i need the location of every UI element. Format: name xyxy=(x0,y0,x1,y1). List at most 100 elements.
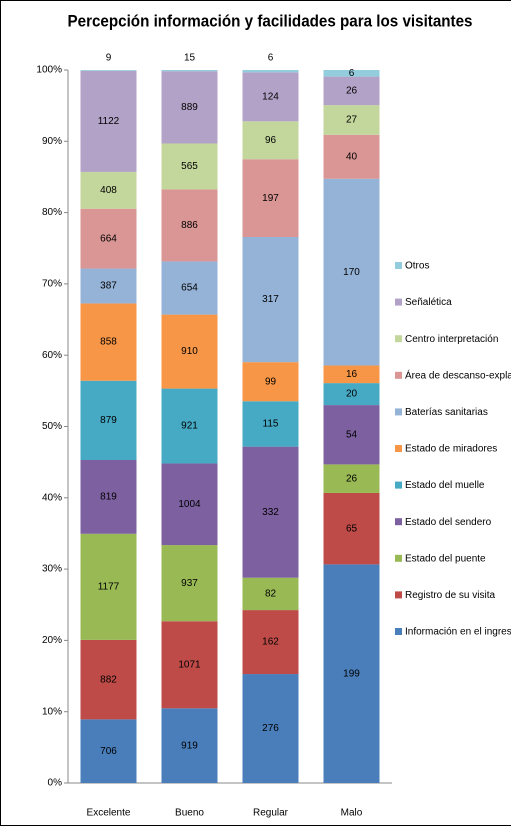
bar-segment xyxy=(323,564,380,783)
data-label: 408 xyxy=(100,185,117,196)
data-label: 1004 xyxy=(178,499,201,510)
data-label: 387 xyxy=(100,281,117,292)
data-label: 706 xyxy=(100,746,117,757)
bar-segment xyxy=(242,236,299,363)
data-label: 921 xyxy=(181,421,198,432)
legend-label: Estado del sendero xyxy=(405,517,492,528)
data-label: 9 xyxy=(106,53,112,64)
bar-segment xyxy=(161,143,218,190)
legend-swatch xyxy=(395,628,402,635)
bar-segment xyxy=(242,610,299,675)
bar-segment xyxy=(161,189,218,262)
bar-segment xyxy=(80,70,137,172)
data-label: 879 xyxy=(100,415,117,426)
y-tick-label: 100% xyxy=(36,65,62,76)
data-label: 162 xyxy=(262,637,279,648)
legend-swatch xyxy=(395,408,402,416)
legend-swatch xyxy=(395,445,402,452)
bar-segment xyxy=(161,261,218,315)
bar-segment xyxy=(242,446,299,578)
x-tick-label: Regular xyxy=(253,808,289,819)
data-label: 54 xyxy=(346,429,358,440)
bar-segment xyxy=(323,105,380,135)
legend-label: Estado del muelle xyxy=(405,480,485,491)
y-tick-label: 90% xyxy=(42,136,62,147)
legend-label: Otros xyxy=(405,261,429,272)
bar-segment xyxy=(80,533,137,640)
bar-segment xyxy=(80,208,137,269)
legend-swatch xyxy=(395,262,402,269)
legend-label: Área de descanso-explanada xyxy=(405,368,511,381)
bar-segment xyxy=(323,405,380,465)
bar-segment xyxy=(323,70,380,77)
legend-swatch xyxy=(395,591,402,599)
bar-segment xyxy=(323,365,380,384)
data-label: 317 xyxy=(262,294,279,305)
legend-label: Información en el ingreso xyxy=(405,627,511,638)
data-label: 565 xyxy=(181,161,198,172)
data-label: 99 xyxy=(265,376,277,387)
y-tick-label: 30% xyxy=(42,564,62,575)
bar-segment xyxy=(161,463,218,546)
bar-segment xyxy=(161,70,218,72)
bar-segment xyxy=(323,464,380,493)
data-label: 65 xyxy=(346,523,358,534)
data-label: 26 xyxy=(346,473,358,484)
bar-segment xyxy=(323,492,380,565)
bar-segment xyxy=(80,171,137,209)
legend-label: Baterías sanitarias xyxy=(405,407,488,418)
data-label: 819 xyxy=(100,492,117,503)
x-tick-label: Excelente xyxy=(87,808,131,819)
data-label: 40 xyxy=(346,151,358,162)
data-label: 886 xyxy=(181,220,198,231)
data-label: 654 xyxy=(181,283,198,294)
legend-label: Centro interpretación xyxy=(405,334,498,345)
bar-segment xyxy=(80,459,137,534)
bar-segment xyxy=(242,577,299,611)
data-label: 199 xyxy=(343,668,360,679)
legend-label: Señalética xyxy=(405,297,452,308)
y-tick-label: 10% xyxy=(42,706,62,717)
data-label: 15 xyxy=(184,53,196,64)
bar-segment xyxy=(80,639,137,720)
data-label: 1071 xyxy=(178,659,201,670)
data-label: 6 xyxy=(349,68,355,79)
bar-segment xyxy=(161,545,218,622)
data-label: 664 xyxy=(100,233,117,244)
bar-segment xyxy=(161,314,218,389)
y-tick-label: 60% xyxy=(42,350,62,361)
bar-segment xyxy=(80,303,137,381)
legend-swatch xyxy=(395,298,402,306)
data-label: 124 xyxy=(262,91,279,102)
legend-label: Registro de su visita xyxy=(405,590,495,601)
bar-segment xyxy=(242,674,299,783)
legend-label: Estado de miradores xyxy=(405,444,497,455)
bar-segment xyxy=(80,719,137,783)
bar-segment xyxy=(242,401,299,447)
y-tick-label: 70% xyxy=(42,279,62,290)
data-label: 332 xyxy=(262,507,279,518)
legend-swatch xyxy=(395,554,402,562)
data-label: 858 xyxy=(100,337,117,348)
bar-segment xyxy=(323,76,380,106)
bar-segment xyxy=(323,383,380,406)
bar-segment xyxy=(242,362,299,402)
bar-segment xyxy=(242,159,299,237)
legend-swatch xyxy=(395,335,402,343)
bar-segment xyxy=(80,268,137,304)
bar-segment xyxy=(242,72,299,122)
legend-label: Estado del puente xyxy=(405,553,486,564)
bar-segment xyxy=(242,121,299,160)
bar-segment xyxy=(161,621,218,709)
data-label: 20 xyxy=(346,389,358,400)
chart-title: Percepción información y facilidades par… xyxy=(68,11,473,30)
data-label: 115 xyxy=(263,419,279,430)
data-label: 1122 xyxy=(98,116,120,127)
bar-segment xyxy=(161,708,218,783)
y-tick-label: 20% xyxy=(42,635,62,646)
legend-swatch xyxy=(395,481,402,489)
data-label: 27 xyxy=(346,115,358,126)
y-tick-label: 80% xyxy=(42,207,62,218)
bar-segment xyxy=(242,70,299,73)
